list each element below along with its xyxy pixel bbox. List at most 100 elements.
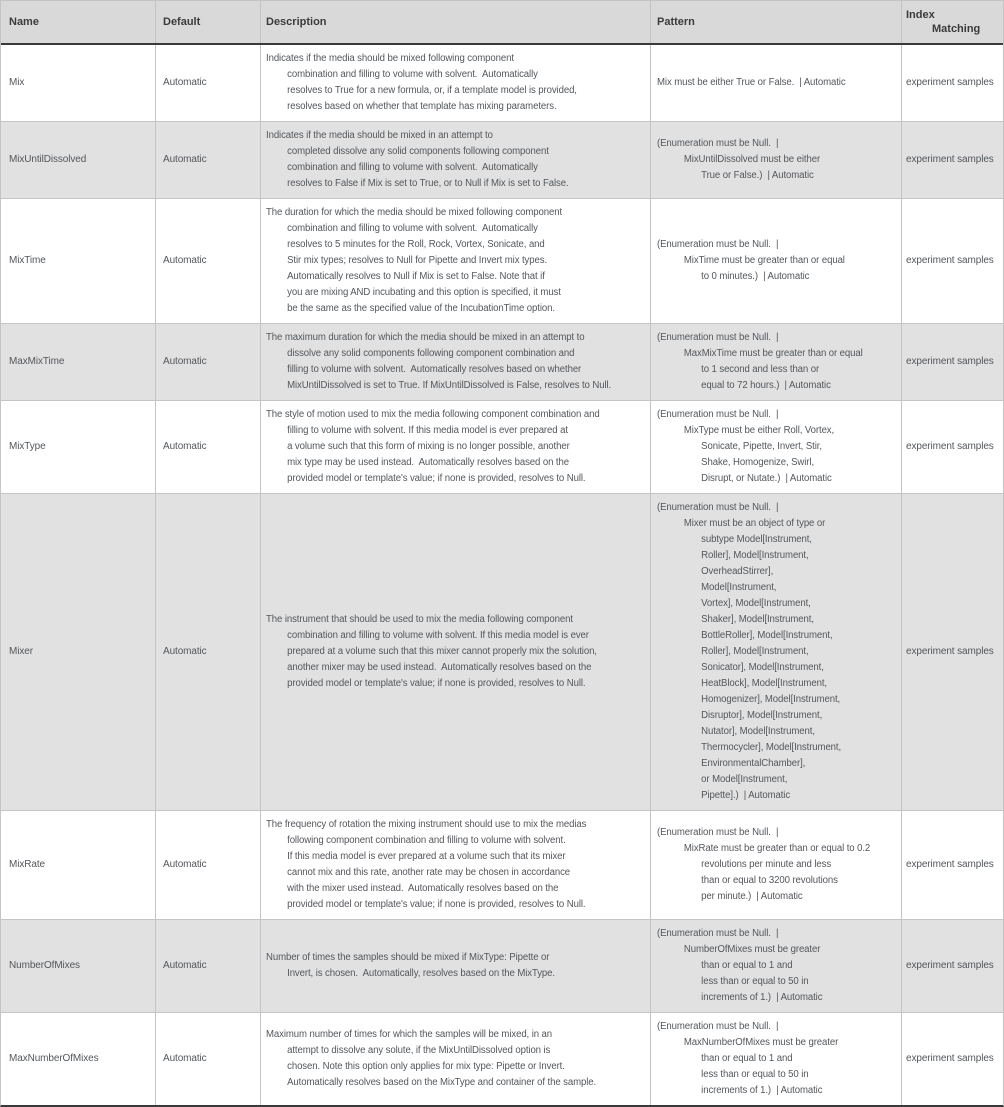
default-value: Automatic bbox=[163, 154, 207, 165]
cell-description: The duration for which the media should … bbox=[261, 199, 651, 323]
description-line: resolves to True for a new formula, or, … bbox=[287, 85, 577, 96]
pattern-line: Sonicator], Model[Instrument, bbox=[701, 662, 824, 673]
description-line: a volume such that this form of mixing i… bbox=[287, 441, 570, 452]
description-line: Automatically resolves based on the MixT… bbox=[287, 1077, 597, 1088]
cell-default: Automatic bbox=[156, 920, 261, 1012]
description-line: combination and filling to volume with s… bbox=[287, 69, 538, 80]
cell-default: Automatic bbox=[156, 811, 261, 919]
pattern-line: Vortex], Model[Instrument, bbox=[701, 598, 811, 609]
cell-index-matching: experiment samples bbox=[902, 494, 1003, 810]
description-lines: Maximum number of times for which the sa… bbox=[266, 1027, 631, 1091]
description-line: MixUntilDissolved is set to True. If Mix… bbox=[287, 380, 612, 391]
cell-name: MaxNumberOfMixes bbox=[1, 1013, 156, 1105]
cell-default: Automatic bbox=[156, 494, 261, 810]
table-body: Mix Automatic Indicates if the media shoul… bbox=[1, 45, 1003, 1105]
description-line: The duration for which the media should … bbox=[266, 207, 563, 218]
pattern-lines: Mix must be either True or False. | Auto… bbox=[657, 75, 887, 91]
default-value: Automatic bbox=[163, 1053, 207, 1064]
index-matching-value: experiment samples bbox=[906, 154, 994, 165]
cell-default: Automatic bbox=[156, 1013, 261, 1105]
pattern-lines: (Enumeration must be Null. | Mixer must b… bbox=[657, 500, 887, 804]
description-line: you are mixing AND incubating and this o… bbox=[287, 287, 561, 298]
description-line: The frequency of rotation the mixing ins… bbox=[266, 819, 587, 830]
header-index-matching-line: Index bbox=[906, 9, 935, 21]
cell-description: Indicates if the media should be mixed i… bbox=[261, 122, 651, 198]
pattern-line: than or equal to 1 and bbox=[701, 960, 793, 971]
header-default-label: Default bbox=[163, 16, 201, 28]
description-lines: The instrument that should be used to mi… bbox=[266, 612, 631, 692]
pattern-line: than or equal to 3200 revolutions bbox=[701, 875, 838, 886]
pattern-line: subtype Model[Instrument, bbox=[701, 534, 812, 545]
default-value: Automatic bbox=[163, 859, 207, 870]
table-row: MaxMixTime Automatic The maximum duration … bbox=[1, 324, 1003, 401]
header-description: Description bbox=[261, 1, 651, 43]
description-lines: Indicates if the media should be mixed f… bbox=[266, 51, 631, 115]
cell-description: Maximum number of times for which the sa… bbox=[261, 1013, 651, 1105]
pattern-line: Roller], Model[Instrument, bbox=[701, 550, 809, 561]
description-line: following component combination and fill… bbox=[287, 835, 566, 846]
pattern-line: Mixer must be an object of type or bbox=[683, 518, 826, 529]
cell-pattern: (Enumeration must be Null. | NumberOfMixe… bbox=[651, 920, 902, 1012]
default-value: Automatic bbox=[163, 356, 207, 367]
cell-pattern: (Enumeration must be Null. | MixUntilDiss… bbox=[651, 122, 902, 198]
description-line: Maximum number of times for which the sa… bbox=[266, 1029, 553, 1040]
index-matching-value: experiment samples bbox=[906, 356, 994, 367]
pattern-line: to 0 minutes.) | Automatic bbox=[701, 271, 810, 282]
cell-name: MaxMixTime bbox=[1, 324, 156, 400]
pattern-line: BottleRoller], Model[Instrument, bbox=[701, 630, 833, 641]
description-line: filling to volume with solvent. If this … bbox=[287, 425, 568, 436]
description-line: be the same as the specified value of th… bbox=[287, 303, 555, 314]
cell-pattern: (Enumeration must be Null. | MixRate must… bbox=[651, 811, 902, 919]
pattern-line: (Enumeration must be Null. | bbox=[657, 332, 779, 343]
cell-default: Automatic bbox=[156, 401, 261, 493]
pattern-line: MixRate must be greater than or equal to… bbox=[683, 843, 871, 854]
cell-name: MixTime bbox=[1, 199, 156, 323]
description-line: provided model or template's value; if n… bbox=[287, 899, 586, 910]
pattern-line: Model[Instrument, bbox=[701, 582, 777, 593]
description-line: prepared at a volume such that this mixe… bbox=[287, 646, 597, 657]
description-line: Stir mix types; resolves to Null for Pip… bbox=[287, 255, 548, 266]
cell-pattern: (Enumeration must be Null. | MixType must… bbox=[651, 401, 902, 493]
cell-pattern: (Enumeration must be Null. | MaxMixTime m… bbox=[651, 324, 902, 400]
cell-pattern: (Enumeration must be Null. | MaxNumberOfM… bbox=[651, 1013, 902, 1105]
table-row: Mixer Automatic The instrument that should… bbox=[1, 494, 1003, 811]
cell-description: The maximum duration for which the media… bbox=[261, 324, 651, 400]
pattern-line: than or equal to 1 and bbox=[701, 1053, 793, 1064]
cell-name: MixUntilDissolved bbox=[1, 122, 156, 198]
index-matching-value: experiment samples bbox=[906, 960, 994, 971]
table-row: MixTime Automatic The duration for which t… bbox=[1, 199, 1003, 324]
description-line: with the mixer used instead. Automatical… bbox=[287, 883, 559, 894]
pattern-line: (Enumeration must be Null. | bbox=[657, 239, 779, 250]
pattern-line: Sonicate, Pipette, Invert, Stir, bbox=[701, 441, 822, 452]
description-line: Indicates if the media should be mixed f… bbox=[266, 53, 514, 64]
default-value: Automatic bbox=[163, 77, 207, 88]
pattern-line: Roller], Model[Instrument, bbox=[701, 646, 809, 657]
table-row: Mix Automatic Indicates if the media shoul… bbox=[1, 45, 1003, 122]
description-lines: The maximum duration for which the media… bbox=[266, 330, 631, 394]
description-line: combination and filling to volume with s… bbox=[287, 162, 538, 173]
description-line: chosen. Note this option only applies fo… bbox=[287, 1061, 565, 1072]
pattern-line: OverheadStirrer], bbox=[701, 566, 774, 577]
description-line: another mixer may be used instead. Autom… bbox=[287, 662, 592, 673]
name-value: Mix bbox=[9, 77, 25, 88]
name-value: MixTime bbox=[9, 255, 46, 266]
cell-index-matching: experiment samples bbox=[902, 401, 1003, 493]
description-line: resolves based on whether that template … bbox=[287, 101, 557, 112]
pattern-line: equal to 72 hours.) | Automatic bbox=[701, 380, 831, 391]
pattern-line: increments of 1.) | Automatic bbox=[701, 992, 823, 1003]
table-row: MixUntilDissolved Automatic Indicates if t… bbox=[1, 122, 1003, 199]
cell-name: Mix bbox=[1, 45, 156, 121]
pattern-line: (Enumeration must be Null. | bbox=[657, 138, 779, 149]
cell-name: Mixer bbox=[1, 494, 156, 810]
header-description-label: Description bbox=[266, 16, 327, 28]
cell-index-matching: experiment samples bbox=[902, 45, 1003, 121]
cell-index-matching: experiment samples bbox=[902, 324, 1003, 400]
name-value: MaxNumberOfMixes bbox=[9, 1053, 99, 1064]
table-row: MaxNumberOfMixes Automatic Maximum number … bbox=[1, 1013, 1003, 1105]
description-line: Number of times the samples should be mi… bbox=[266, 952, 550, 963]
pattern-line: (Enumeration must be Null. | bbox=[657, 502, 779, 513]
description-line: If this media model is ever prepared at … bbox=[287, 851, 566, 862]
header-index-matching: Index Matching bbox=[902, 1, 1003, 43]
pattern-line: HeatBlock], Model[Instrument, bbox=[701, 678, 827, 689]
name-value: NumberOfMixes bbox=[9, 960, 80, 971]
